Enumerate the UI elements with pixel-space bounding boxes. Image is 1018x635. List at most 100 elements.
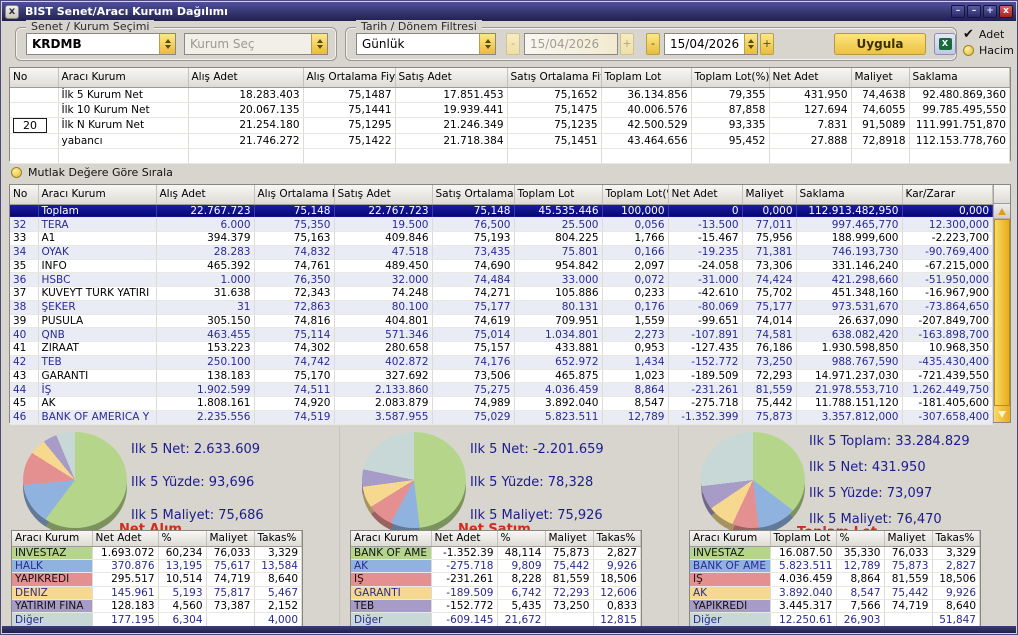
cell: -189.509	[431, 586, 498, 601]
table-row: İŞ 4.036.459 8,864 81,559 18,506	[690, 572, 980, 587]
cell: 47.518	[334, 245, 433, 260]
column-header[interactable]: Satış Ortalama Fiyat	[507, 68, 602, 88]
apply-button[interactable]: Uygula	[834, 33, 926, 55]
scroll-up-button[interactable]	[994, 204, 1010, 219]
spinner-arrows-icon[interactable]	[159, 34, 175, 54]
column-header[interactable]: Kar/Zarar	[902, 185, 994, 205]
date-from-increment-button[interactable]: +	[620, 33, 634, 55]
column-header[interactable]: Alış Ortalama Fiy	[254, 185, 335, 205]
table-row[interactable]: 39 PUSULA 305.150 74,816 404.801 74,619 709.95…	[10, 314, 994, 329]
table-row[interactable]: yabancı 21.746.272 75,1422 21.718.384 75,145…	[10, 133, 1010, 149]
cell: 75,1475	[507, 102, 602, 118]
export-excel-button[interactable]: X	[934, 33, 956, 55]
table-row[interactable]: 36 HSBC 1.000 76,350 32.000 74,484 33.000 0,072…	[10, 272, 994, 287]
cell: -721.439,550	[902, 369, 994, 384]
table-row[interactable]: 46 BANK OF AMERICA Y 2.235.556 74,519 3.587.…	[10, 410, 994, 425]
table-row[interactable]: 38 ŞEKER 31 72,863 80.100 75,177 80.131 0,176 -8…	[10, 300, 994, 315]
table-row[interactable]: 32 TERA 6.000 75,350 19.500 76,500 25.500 0,056…	[10, 217, 994, 232]
table-row[interactable]: 42 TEB 250.100 74,742 402.872 74,176 652.972 1,…	[10, 355, 994, 370]
close-icon[interactable]: x	[5, 4, 19, 19]
column-header[interactable]: Saklama	[796, 185, 903, 205]
cell: 60,234	[158, 546, 207, 560]
column-header[interactable]: Toplam Lot(%	[602, 185, 669, 205]
table-row[interactable]: 44 İŞ 1.902.599 74,511 2.133.860 75,275 4.036.…	[10, 382, 994, 397]
column-header[interactable]: Alış Adet	[188, 68, 304, 88]
cell: 7,566	[836, 599, 885, 614]
column-header[interactable]: Toplam Lot	[514, 185, 603, 205]
column-header[interactable]: Satış Adet	[395, 68, 508, 88]
cell: 74,484	[432, 272, 515, 287]
cell: 35,330	[836, 546, 885, 560]
n-kurum-input[interactable]: 20	[13, 117, 47, 132]
sort-absolute-option[interactable]: Mutlak Değere Göre Sırala	[11, 166, 173, 179]
table-row[interactable]: 35 İNFO 465.392 74,761 489.450 74,690 954.842 2…	[10, 259, 994, 274]
senet-kurum-group: Senet / Kurum Seçimi KRDMB Kurum Seç	[15, 20, 337, 61]
period-select[interactable]: Günlük	[356, 33, 496, 55]
scrollbar-thumb[interactable]	[994, 219, 1010, 406]
cell: 8,640	[932, 599, 980, 614]
column-header[interactable]: Maliyet	[851, 68, 910, 88]
cell: -19.235	[668, 245, 743, 260]
cell: Toplam	[38, 204, 157, 219]
table-row[interactable]: 37 KUVEYT TÜRK YATIRI 31.638 72,343 74.248 74…	[10, 286, 994, 301]
cell: 5,435	[497, 599, 546, 614]
cell: 100,000	[602, 204, 669, 219]
table-row[interactable]: 34 OYAK 28.283 74,832 47.518 73,435 75.801 0,16…	[10, 245, 994, 260]
column-header[interactable]: No	[10, 68, 59, 88]
cell: 73,306	[742, 259, 797, 274]
cell: 22.767.723	[334, 204, 433, 219]
cell: 3.357.812,000	[796, 410, 903, 425]
spinner-arrows-icon[interactable]	[311, 34, 327, 54]
close-button[interactable]: x	[999, 5, 1013, 18]
cell: HSBC	[38, 272, 157, 287]
option-adet[interactable]: ✔ Adet	[963, 28, 1004, 41]
kurum-select-placeholder: Kurum Seç	[190, 37, 255, 51]
cell: 74,719	[206, 572, 255, 587]
column-header[interactable]: Maliyet	[742, 185, 797, 205]
minimize-button[interactable]: –	[967, 5, 981, 18]
table-row[interactable]: İlk 10 Kurum Net 20.067.135 75,1441 19.939.…	[10, 102, 1010, 118]
cell: 74,920	[254, 396, 335, 411]
table-row[interactable]: 41 ZİRAAT 153.223 74,302 280.658 75,157 433.88…	[10, 341, 994, 356]
column-header[interactable]: Satış Adet	[334, 185, 433, 205]
shade-button[interactable]: –	[951, 5, 965, 18]
table-row[interactable]: 45 AK 1.808.161 74,920 2.083.879 74,989 3.892.…	[10, 396, 994, 411]
maximize-button[interactable]: +	[983, 5, 997, 18]
senet-select[interactable]: KRDMB	[26, 33, 176, 55]
table-row[interactable]: 40 QNB 463.455 75,114 571.346 75,014 1.034.801…	[10, 327, 994, 342]
column-header[interactable]: Satış Ortalama Fi	[432, 185, 515, 205]
column-header[interactable]: Alış Ortalama Fiyat	[303, 68, 396, 88]
table-row[interactable]: Toplam 22.767.723 75,148 22.767.723 75,148 45…	[10, 204, 994, 219]
spinner-arrows-icon[interactable]	[479, 34, 495, 54]
column-header[interactable]: Saklama	[909, 68, 1010, 88]
column-header: Net Adet	[431, 531, 498, 547]
table-row[interactable]: 43 GARANTİ 138.183 75,170 327.692 73,506 465.8…	[10, 369, 994, 384]
cell: 74,6055	[851, 102, 910, 118]
kurum-select[interactable]: Kurum Seç	[184, 33, 328, 55]
cell: 463.455	[156, 327, 255, 342]
cell: YATIRIM FİNA	[12, 599, 93, 614]
cell: -127.435	[668, 341, 743, 356]
date-from-decrement-button[interactable]: -	[506, 33, 520, 55]
table-row[interactable]: İlk 5 Kurum Net 18.283.403 75,1487 17.851.4…	[10, 87, 1010, 103]
option-hacim[interactable]: Hacim	[963, 44, 1014, 57]
table-row[interactable]: 20 İlk N Kurum Net 21.254.180 75,1295 21.246…	[10, 117, 1010, 134]
column-header[interactable]: No	[10, 185, 39, 205]
cell: 804.225	[514, 231, 603, 246]
date-from-field[interactable]: 15/04/2026	[524, 33, 618, 55]
date-to-increment-button[interactable]: +	[760, 33, 774, 55]
column-header[interactable]: Net Adet	[769, 68, 852, 88]
column-header[interactable]: Toplam Lot(%)	[691, 68, 770, 88]
column-header[interactable]: Aracı Kurum	[38, 185, 157, 205]
column-header[interactable]: Net Adet	[668, 185, 743, 205]
date-to-field[interactable]: 15/04/2026	[664, 33, 758, 55]
column-header[interactable]: Aracı Kurum	[58, 68, 189, 88]
cell: 954.842	[514, 259, 603, 274]
date-to-decrement-button[interactable]: -	[646, 33, 660, 55]
table-row[interactable]: 33 A1 394.379 75,163 409.846 75,193 804.225 1,7…	[10, 231, 994, 246]
column-header[interactable]: Toplam Lot	[601, 68, 692, 88]
column-header[interactable]: Alış Adet	[156, 185, 255, 205]
spinner-arrows-icon[interactable]	[744, 34, 757, 54]
scroll-down-button[interactable]	[994, 406, 1010, 422]
